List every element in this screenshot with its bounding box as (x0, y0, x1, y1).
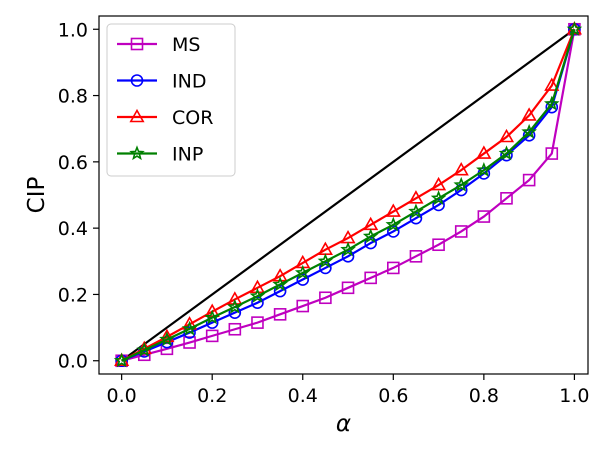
point-ms (432, 238, 445, 252)
series-line-inp (121, 28, 576, 362)
point-inp (566, 21, 583, 36)
point-inp (227, 298, 243, 314)
point-inp (521, 123, 537, 139)
y-tick-label: 0.4 (58, 218, 88, 240)
y-tick-label: 0.2 (58, 284, 88, 306)
point-inp (317, 253, 334, 268)
point-ms (500, 192, 513, 205)
x-tick-label: 0.6 (378, 385, 408, 407)
series-line-cor (121, 28, 576, 362)
point-cor (227, 291, 243, 305)
y-tick-label: 0.8 (58, 86, 88, 108)
point-ind (522, 129, 536, 142)
point-ms (364, 271, 377, 285)
legend-item-cor: COR (117, 107, 213, 129)
legend-marker (129, 145, 145, 161)
y-tick-label: 0.6 (58, 152, 88, 174)
series-line-ms (121, 29, 576, 362)
series-ms (115, 22, 581, 368)
x-tick-label: 1.0 (559, 385, 589, 407)
x-tick-label: 0.8 (469, 385, 499, 407)
point-cor (476, 145, 492, 159)
point-inp (476, 161, 492, 177)
legend-box (106, 23, 236, 177)
point-cor (385, 203, 401, 217)
point-ms (228, 322, 242, 336)
point-inp (204, 309, 220, 325)
legend-item-ind: IND (117, 71, 206, 93)
point-ms (319, 291, 332, 305)
point-ms (522, 173, 536, 187)
point-cor (498, 128, 515, 143)
point-inp (498, 145, 515, 161)
y-axis-ticks: 0.0 0.2 0.4 0.6 0.8 1.0 (58, 19, 99, 373)
x-axis-label: α (336, 411, 351, 437)
point-inp (453, 176, 470, 192)
point-inp (113, 352, 130, 368)
point-cor (453, 162, 469, 176)
point-ms (273, 308, 287, 321)
legend-item-ms: MS (117, 34, 200, 56)
legend-label: COR (172, 107, 213, 129)
point-inp (543, 95, 560, 111)
legend-label: MS (172, 34, 200, 56)
point-ms (409, 250, 423, 263)
y-tick-label: 1.0 (58, 19, 88, 41)
legend-label: INP (172, 144, 203, 166)
point-ms (296, 299, 310, 313)
plot-area (113, 21, 583, 368)
y-axis-label: CIP (24, 177, 50, 214)
point-inp (430, 190, 447, 205)
point-inp (159, 331, 175, 347)
point-ms (205, 329, 219, 343)
point-cor (204, 303, 220, 317)
point-cor (408, 190, 424, 204)
point-inp (272, 276, 288, 292)
x-tick-label: 0.0 (107, 385, 137, 407)
series-line-ind (121, 28, 576, 362)
point-inp (362, 228, 379, 244)
point-ms (545, 147, 559, 160)
point-ms (251, 316, 264, 329)
point-ms (454, 225, 468, 238)
series-cor (114, 21, 582, 367)
point-inp (340, 241, 356, 257)
x-tick-label: 0.2 (197, 385, 227, 407)
y-tick-label: 0.0 (58, 351, 88, 373)
x-axis-ticks: 0.0 0.2 0.4 0.6 0.8 1.0 (107, 374, 590, 407)
legend-item-inp: INP (117, 144, 203, 166)
point-inp (385, 216, 402, 232)
legend-marker (130, 37, 144, 51)
plot-frame (98, 15, 589, 375)
point-ms (477, 210, 491, 223)
point-ms (341, 281, 355, 295)
legend-label: IND (172, 71, 206, 93)
point-inp (408, 203, 424, 219)
point-inp (136, 341, 153, 357)
point-cor (272, 268, 288, 282)
legend: MS IND COR INP (106, 23, 236, 177)
point-ms (183, 336, 196, 349)
point-ms (387, 261, 400, 275)
point-cor (431, 176, 447, 191)
x-tick-label: 0.4 (288, 385, 318, 407)
legend-marker (130, 74, 144, 87)
point-inp (181, 320, 198, 336)
reference-line (120, 28, 576, 362)
point-cor (521, 107, 537, 121)
point-cor (566, 21, 582, 35)
legend-marker (129, 108, 145, 123)
point-inp (294, 264, 311, 280)
series-inp (113, 21, 583, 368)
point-inp (249, 287, 266, 303)
point-cor (544, 77, 560, 91)
point-cor (249, 279, 266, 294)
